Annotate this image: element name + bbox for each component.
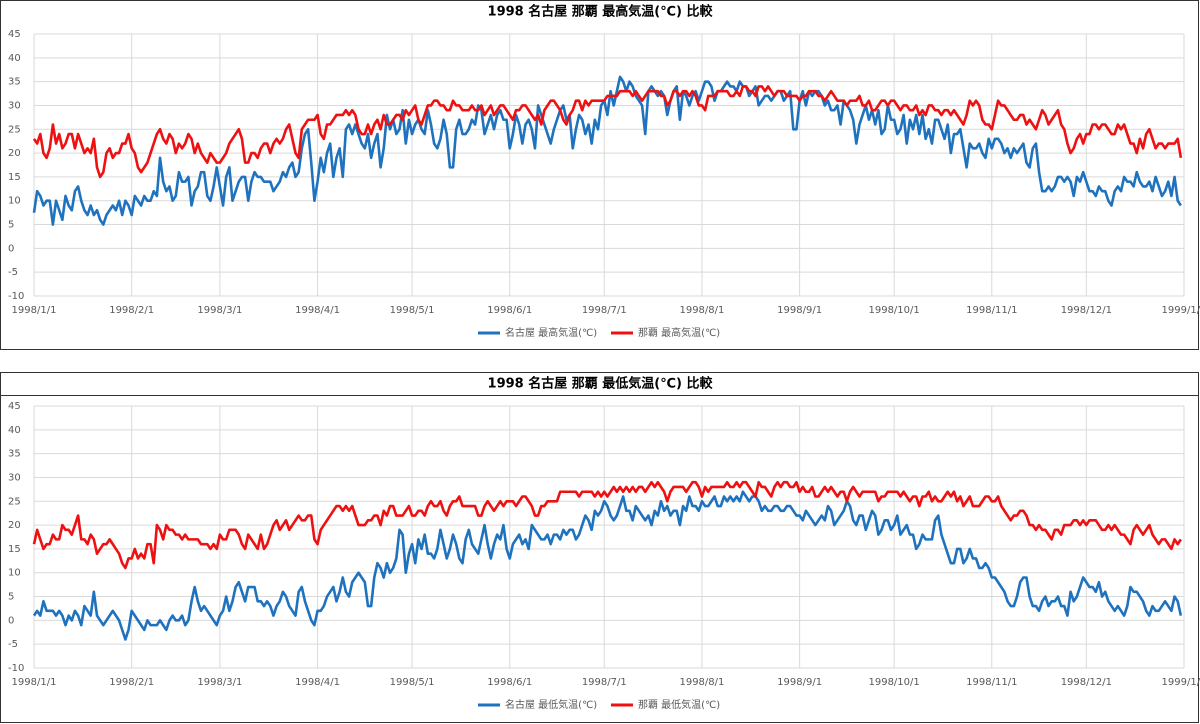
x-tick-label: 1998/3/1: [197, 305, 242, 316]
x-tick-label: 1998/7/1: [582, 305, 627, 316]
y-tick-label: 35: [8, 449, 21, 460]
x-tick-label: 1998/2/1: [109, 305, 154, 316]
y-tick-label: 0: [8, 243, 14, 254]
y-tick-label: 40: [8, 53, 21, 64]
x-tick-label: 1998/11/1: [966, 677, 1017, 688]
legend-label: 名古屋 最高気温(℃): [505, 326, 597, 339]
y-tick-label: 45: [8, 401, 21, 412]
y-tick-label: -5: [8, 267, 18, 278]
data-line: [32, 75, 1182, 226]
x-tick-label: 1998/10/1: [868, 305, 919, 316]
chart-title: 1998 名古屋 那覇 最低気温(℃) 比較: [488, 376, 714, 392]
y-tick-label: -10: [8, 663, 24, 674]
y-tick-label: 35: [8, 77, 21, 88]
y-tick-label: 20: [8, 520, 21, 531]
legend-label: 那覇 最低気温(℃): [638, 698, 720, 711]
data-line: [32, 480, 1182, 570]
x-tick-label: 1998/4/1: [295, 677, 340, 688]
y-tick-label: 5: [8, 592, 14, 603]
y-tick-label: 30: [8, 472, 21, 483]
x-tick-label: 1998/10/1: [868, 677, 919, 688]
data-line: [32, 85, 1183, 179]
x-tick-label: 1998/8/1: [679, 677, 724, 688]
x-tick-label: 1998/1/1: [12, 305, 57, 316]
data-line: [32, 490, 1183, 641]
x-tick-label: 1998/2/1: [109, 677, 154, 688]
y-tick-label: 15: [8, 172, 21, 183]
x-tick-label: 1999/1/1: [1162, 677, 1200, 688]
y-tick-label: 5: [8, 220, 14, 231]
x-tick-label: 1998/9/1: [777, 677, 822, 688]
x-tick-label: 1998/12/1: [1061, 677, 1112, 688]
y-tick-label: 10: [8, 196, 21, 207]
legend-label: 名古屋 最低気温(℃): [505, 698, 597, 711]
x-tick-label: 1998/7/1: [582, 677, 627, 688]
y-tick-label: 25: [8, 124, 21, 135]
x-tick-label: 1998/4/1: [295, 305, 340, 316]
y-tick-label: 15: [8, 544, 21, 555]
x-tick-label: 1998/6/1: [487, 677, 532, 688]
y-tick-label: 25: [8, 496, 21, 507]
y-tick-label: 10: [8, 568, 21, 579]
x-tick-label: 1998/1/1: [12, 677, 57, 688]
y-tick-label: -5: [8, 639, 18, 650]
x-tick-label: 1998/6/1: [487, 305, 532, 316]
x-tick-label: 1998/8/1: [679, 305, 724, 316]
y-tick-label: 30: [8, 100, 21, 111]
x-tick-label: 1998/12/1: [1061, 305, 1112, 316]
x-tick-label: 1998/9/1: [777, 305, 822, 316]
y-tick-label: -10: [8, 291, 24, 302]
y-tick-label: 0: [8, 615, 14, 626]
chart-title: 1998 名古屋 那覇 最高気温(℃) 比較: [488, 4, 714, 20]
y-tick-label: 40: [8, 425, 21, 436]
x-tick-label: 1998/3/1: [197, 677, 242, 688]
x-tick-label: 1998/5/1: [390, 305, 435, 316]
x-tick-label: 1998/11/1: [966, 305, 1017, 316]
y-tick-label: 45: [8, 29, 21, 40]
panel-frame: [0, 372, 1199, 723]
y-tick-label: 20: [8, 148, 21, 159]
x-tick-label: 1998/5/1: [390, 677, 435, 688]
legend-label: 那覇 最高気温(℃): [638, 326, 720, 339]
x-tick-label: 1999/1/1: [1162, 305, 1200, 316]
